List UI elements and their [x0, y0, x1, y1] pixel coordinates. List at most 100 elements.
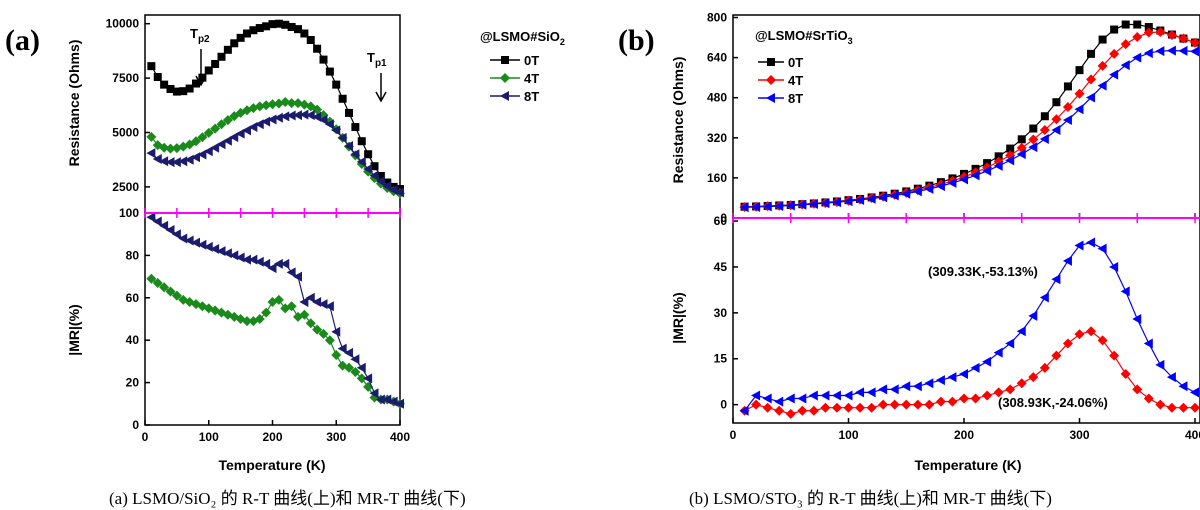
data-point-0T	[287, 22, 296, 31]
legend-label-4T: 4T	[788, 73, 803, 88]
data-point-8T	[395, 187, 404, 198]
data-point-8T	[843, 196, 853, 207]
data-point-8T	[363, 164, 373, 175]
series-line-8T	[744, 241, 1196, 412]
data-point-8T	[1097, 243, 1107, 254]
data-point-4T	[855, 402, 866, 413]
y-tick-label: 0	[720, 211, 727, 225]
data-point-8T	[235, 128, 245, 139]
y-tick-label: 0	[132, 418, 139, 432]
data-point-8T	[1120, 60, 1130, 71]
data-point-4T	[1109, 48, 1120, 59]
x-tick-label: 100	[838, 428, 858, 442]
peak-4t-annotation: (308.93K,-24.06%)	[998, 395, 1108, 410]
y-tick-label: 160	[707, 171, 727, 185]
data-point-4T	[1155, 399, 1166, 410]
data-point-4T	[878, 399, 889, 410]
data-point-8T	[1120, 286, 1130, 297]
data-point-0T	[236, 33, 245, 42]
panel-a-chart: 2500 5000 7500 10000 0 20 40 60 80 100 0 100 200 300 4…	[106, 14, 539, 444]
data-point-8T	[216, 139, 226, 150]
data-point-8T	[165, 157, 175, 168]
data-point-8T	[337, 343, 347, 354]
data-point-0T	[1029, 124, 1038, 133]
data-point-8T	[388, 396, 398, 407]
data-point-4T	[1155, 27, 1166, 38]
data-point-8T	[222, 248, 232, 259]
panel-a-title: @LSMO#SiO2	[480, 29, 565, 47]
data-point-8T	[866, 387, 876, 398]
data-point-8T	[203, 241, 213, 252]
data-point-4T	[924, 399, 935, 410]
legend-marker-8T	[766, 93, 775, 103]
data-point-8T	[878, 192, 888, 203]
data-point-0T	[1017, 135, 1026, 144]
data-point-8T	[797, 393, 807, 404]
data-point-0T	[345, 108, 353, 117]
data-point-4T	[165, 143, 176, 154]
data-point-8T	[331, 125, 341, 136]
data-point-4T	[318, 328, 329, 339]
data-point-8T	[191, 152, 200, 163]
data-point-8T	[152, 216, 162, 227]
data-point-8T	[305, 292, 315, 303]
data-point-8T	[1097, 80, 1107, 91]
data-point-0T	[1075, 66, 1084, 75]
data-point-8T	[146, 212, 156, 223]
data-point-8T	[280, 258, 290, 269]
data-point-8T	[820, 390, 830, 401]
data-point-8T	[286, 267, 296, 278]
data-point-4T	[808, 405, 819, 416]
data-point-4T	[762, 402, 773, 413]
plot-frame	[732, 217, 1200, 424]
data-point-8T	[165, 224, 175, 235]
data-point-8T	[242, 125, 251, 136]
data-point-0T	[230, 39, 239, 48]
data-point-4T	[152, 277, 163, 288]
data-point-8T	[312, 111, 322, 122]
data-point-8T	[261, 258, 271, 269]
data-point-8T	[178, 156, 188, 167]
legend-label-0T: 0T	[524, 53, 539, 68]
data-point-8T	[970, 362, 980, 373]
data-point-4T	[1132, 32, 1143, 43]
data-point-0T	[1098, 35, 1107, 44]
data-point-8T	[774, 200, 784, 211]
data-point-8T	[1086, 237, 1096, 248]
data-point-8T	[751, 390, 761, 401]
data-point-8T	[855, 194, 865, 205]
data-point-4T	[1120, 39, 1131, 50]
data-point-8T	[152, 154, 162, 165]
data-point-8T	[356, 362, 366, 373]
data-point-4T	[1190, 402, 1200, 413]
data-point-8T	[171, 229, 181, 240]
y-tick-label: 15	[714, 352, 728, 366]
data-point-8T	[273, 112, 283, 123]
data-point-4T	[165, 286, 176, 297]
peak-8t-annotation: (309.33K,-53.13%)	[928, 264, 1038, 279]
data-point-4T	[785, 408, 796, 419]
y-tick-label: 800	[707, 11, 727, 25]
data-point-8T	[1132, 313, 1142, 324]
data-point-4T	[1178, 33, 1189, 44]
data-point-4T	[159, 282, 170, 293]
tp2-arrow	[195, 49, 207, 87]
data-point-8T	[785, 393, 795, 404]
data-point-4T	[797, 405, 808, 416]
data-point-8T	[1028, 310, 1038, 321]
data-point-4T	[970, 393, 981, 404]
data-point-4T	[1028, 134, 1039, 145]
data-point-8T	[820, 198, 830, 209]
data-point-0T	[300, 29, 309, 38]
data-point-8T	[159, 220, 169, 231]
series-line-4T	[744, 330, 1195, 415]
data-point-4T	[1086, 326, 1097, 337]
data-point-0T	[268, 20, 277, 29]
data-point-8T	[159, 156, 169, 167]
panel-a-bottom-ylabel: |MR|(%)	[66, 304, 82, 355]
data-point-8T	[1132, 52, 1142, 63]
data-point-0T	[249, 26, 258, 35]
data-point-4T	[146, 273, 157, 284]
data-point-8T	[350, 354, 360, 365]
y-tick-label: 20	[126, 376, 140, 390]
